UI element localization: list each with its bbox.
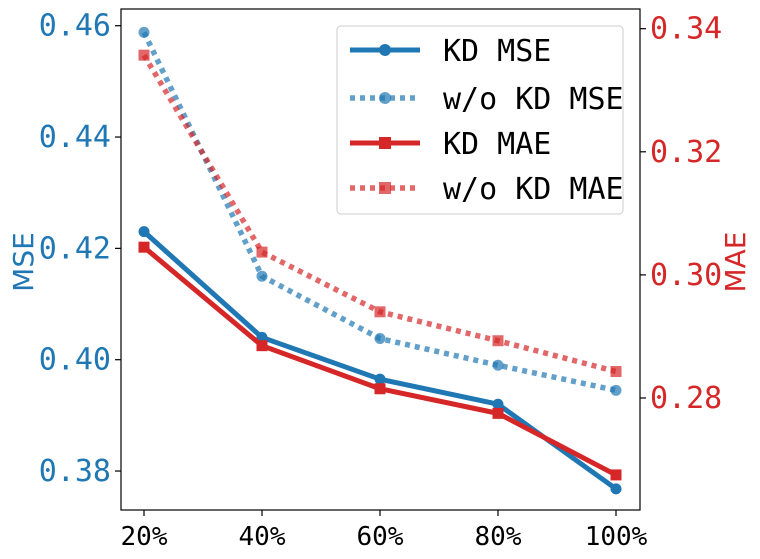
data-point <box>492 407 504 419</box>
data-point <box>374 306 386 318</box>
data-point <box>374 373 386 385</box>
x-tick-label: 100% <box>585 522 648 552</box>
x-tick-label: 60% <box>357 522 404 552</box>
data-point <box>138 241 150 253</box>
x-tick-label: 20% <box>121 522 168 552</box>
legend-label: KD MSE <box>443 34 551 69</box>
data-point <box>138 226 150 238</box>
data-point <box>374 383 386 395</box>
data-point <box>256 340 268 352</box>
data-point <box>256 246 268 258</box>
legend-marker <box>379 44 391 56</box>
x-tick-label: 80% <box>475 522 522 552</box>
right-tick-label: 0.30 <box>650 258 722 293</box>
x-axis: 20% 40% 60% 80% 100% <box>121 510 648 552</box>
left-tick-label: 0.38 <box>39 454 111 489</box>
right-tick-label: 0.28 <box>650 381 722 416</box>
left-tick-label: 0.40 <box>39 343 111 378</box>
data-point <box>610 366 622 378</box>
legend-box <box>336 25 624 215</box>
right-axis: 0.28 0.30 0.32 0.34 <box>640 12 722 416</box>
data-point <box>610 469 622 481</box>
series-layer <box>138 26 622 495</box>
x-tick-label: 40% <box>239 522 286 552</box>
right-tick-label: 0.32 <box>650 135 722 170</box>
series-line <box>142 245 618 478</box>
data-point <box>374 333 386 345</box>
legend-marker <box>379 182 391 194</box>
data-point <box>138 49 150 61</box>
left-tick-label: 0.46 <box>39 9 111 44</box>
left-tick-label: 0.42 <box>39 231 111 266</box>
data-point <box>492 335 504 347</box>
legend-label: w/o KD MAE <box>443 172 624 207</box>
legend-label: KD MAE <box>443 127 551 162</box>
data-point <box>610 384 622 396</box>
legend-marker <box>379 137 391 149</box>
legend-label: w/o KD MSE <box>443 82 624 117</box>
right-tick-label: 0.34 <box>650 12 722 47</box>
left-tick-label: 0.44 <box>39 120 111 155</box>
data-point <box>256 270 268 282</box>
series-line <box>142 229 618 491</box>
left-axis: 0.38 0.40 0.42 0.44 0.46 <box>39 9 121 489</box>
data-point <box>138 26 150 38</box>
legend: KD MSE w/o KD MSE KD MAE w/o KD MAE <box>336 25 624 215</box>
left-axis-title: MSE <box>7 232 40 292</box>
data-point <box>492 398 504 410</box>
data-point <box>610 483 622 495</box>
data-point <box>492 359 504 371</box>
legend-marker <box>379 92 391 104</box>
right-axis-title: MAE <box>719 231 752 292</box>
